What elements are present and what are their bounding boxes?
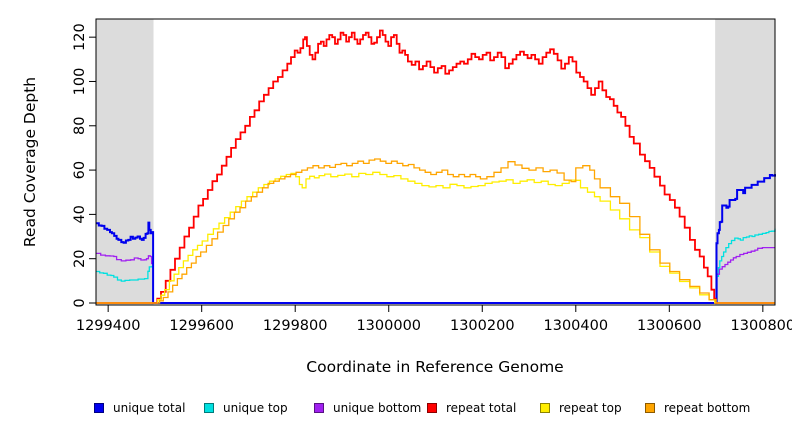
legend-swatch [427,403,437,413]
y-tick-label: 120 [72,23,88,51]
y-tick-label: 20 [72,249,88,267]
x-tick-label: 1300400 [544,318,609,334]
legend-item-unique-total: unique total [94,401,185,415]
series-line-repeat-top [96,171,775,304]
shaded-region [715,19,775,305]
x-tick-label: 1300200 [450,318,515,334]
legend-item-repeat-top: repeat top [540,401,622,415]
legend-item-repeat-bottom: repeat bottom [645,401,750,415]
x-axis-label: Coordinate in Reference Genome [306,358,563,376]
y-tick-label: 80 [72,117,88,135]
legend: unique total unique top unique bottom repea… [0,401,792,419]
legend-label: repeat bottom [664,401,751,415]
x-tick-label: 1299400 [76,318,141,334]
y-axis-label: Read Coverage Depth [21,77,39,247]
series-line-unique-top [96,228,776,304]
legend-swatch [314,403,324,413]
plot-frame [95,18,776,306]
legend-swatch [94,403,104,413]
y-tick-label: 100 [72,68,88,96]
legend-label: repeat total [446,401,517,415]
x-tick-label: 1300600 [637,318,702,334]
legend-label: unique bottom [333,401,422,415]
x-tick-label: 1300800 [731,318,792,334]
legend-item-unique-bottom: unique bottom [314,401,421,415]
series-line-repeat-total [96,29,775,304]
legend-item-repeat-total: repeat total [427,401,516,415]
legend-item-unique-top: unique top [204,401,288,415]
x-tick-label: 1299600 [169,318,234,334]
legend-label: repeat top [559,401,622,415]
x-tick-label: 1300000 [356,318,421,334]
legend-swatch [540,403,550,413]
x-tick-label: 1299800 [263,318,328,334]
series-line-repeat-bottom [96,158,775,304]
series-line-unique-total [96,174,776,304]
y-tick-label: 40 [72,205,88,223]
y-tick-label: 0 [72,298,88,307]
y-tick-label: 60 [72,161,88,179]
legend-label: unique top [223,401,288,415]
legend-label: unique total [113,401,186,415]
shaded-region [96,19,154,305]
legend-swatch [204,403,214,413]
legend-swatch [645,403,655,413]
